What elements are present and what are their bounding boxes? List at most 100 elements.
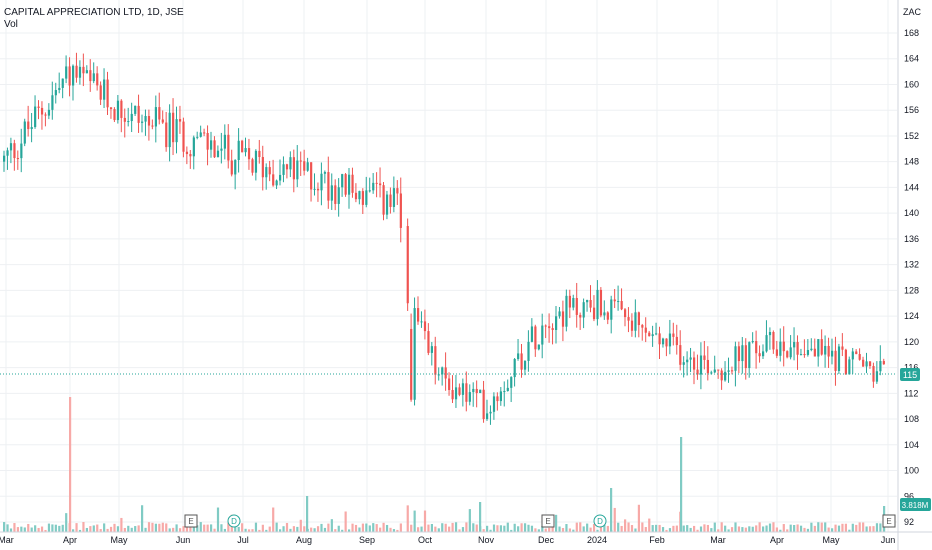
candle-body <box>99 85 102 100</box>
candle-body <box>310 162 313 190</box>
y-tick-label: 100 <box>904 466 919 476</box>
volume-bar <box>544 528 547 532</box>
candle-body <box>582 302 585 318</box>
volume-bar <box>27 523 30 532</box>
volume-bar <box>92 525 95 532</box>
volume-bar <box>730 527 734 532</box>
volume-bar <box>661 527 665 532</box>
candle-body <box>237 140 240 161</box>
candle-body <box>555 316 558 330</box>
candle-body <box>3 155 6 162</box>
volume-bar <box>837 525 841 532</box>
y-tick-label: 128 <box>904 285 919 295</box>
candle-body <box>292 157 295 180</box>
volume-bar <box>37 527 40 532</box>
volume-bars <box>3 397 886 532</box>
volume-bar <box>192 526 195 532</box>
candle-body <box>772 332 775 350</box>
volume-bar <box>430 524 433 532</box>
candle-body <box>696 369 699 375</box>
volume-bar <box>744 527 747 532</box>
volume-bar <box>334 529 337 532</box>
volume-bar <box>120 517 123 532</box>
volume-bar <box>586 523 589 532</box>
volume-bar <box>434 526 437 532</box>
volume-bar <box>365 523 368 532</box>
last-price-badge: 115 <box>903 370 917 380</box>
volume-bar <box>168 528 171 532</box>
candle-body <box>399 193 402 228</box>
volume-bar <box>803 527 806 532</box>
volume-bar <box>799 525 803 532</box>
candle-body <box>858 354 861 360</box>
volume-bar <box>6 524 9 532</box>
volume-bar <box>247 529 251 532</box>
volume-bar <box>130 527 133 532</box>
candle-body <box>254 150 258 173</box>
volume-bar <box>358 527 361 532</box>
last-volume-badge-bg <box>900 498 931 511</box>
candle-body <box>330 185 333 201</box>
candle-body <box>661 338 665 345</box>
x-tick-label: Dec <box>538 535 555 545</box>
candle-body <box>16 158 19 160</box>
candle-body <box>265 167 268 178</box>
volume-bar <box>320 523 323 532</box>
candle-body <box>779 341 782 356</box>
volume-bar <box>58 525 61 532</box>
candle-body <box>192 137 195 157</box>
candle-body <box>824 345 827 355</box>
volume-bar <box>189 526 192 532</box>
candle-body <box>703 355 706 360</box>
candle-body <box>272 174 275 186</box>
candle-body <box>158 107 161 120</box>
volume-bar <box>182 526 185 532</box>
volume-bar <box>789 524 792 532</box>
volume-bar <box>427 524 430 532</box>
volume-bar <box>758 522 761 532</box>
candle-body <box>251 159 254 173</box>
y-tick-label: 116 <box>904 363 918 373</box>
candle-body <box>862 359 865 367</box>
candle-body <box>413 308 416 400</box>
candle-body <box>151 125 154 127</box>
price-axis: 168 164 160 156 152 148 144 140 136 132 128 124 120 1… <box>897 0 919 550</box>
candle-body <box>689 357 692 360</box>
volume-spike <box>479 502 482 532</box>
candle-body <box>282 164 285 175</box>
candle-body <box>268 167 271 175</box>
candle-body <box>354 192 358 200</box>
volume-bar <box>606 525 609 532</box>
volume-bar <box>23 527 26 532</box>
candle-body <box>127 121 130 123</box>
volume-bar <box>592 523 596 532</box>
volume-bar <box>292 526 295 532</box>
candle-body <box>486 413 489 420</box>
candle-body <box>44 114 47 116</box>
volume-bar <box>396 529 399 532</box>
volume-bar <box>106 528 109 532</box>
candle-body <box>589 300 592 308</box>
candle-body <box>841 346 844 350</box>
volume-bar <box>806 528 810 532</box>
candle-body <box>831 350 834 357</box>
candle-body <box>530 326 534 342</box>
volume-bar <box>782 524 785 532</box>
volume-bar <box>323 527 327 532</box>
candle-body <box>375 182 378 184</box>
volume-bar <box>641 522 644 532</box>
candle-body <box>610 299 613 320</box>
volume-bar <box>517 526 520 532</box>
volume-bar <box>492 524 496 532</box>
candle-body <box>182 121 185 152</box>
candle-body <box>817 339 820 357</box>
candle-body <box>372 182 375 191</box>
x-tick-label: Jun <box>881 535 896 545</box>
candle-body <box>27 121 30 130</box>
volume-bar <box>437 528 440 532</box>
candle-body <box>323 172 327 174</box>
volume-bar <box>862 522 865 532</box>
volume-bar <box>582 526 585 532</box>
